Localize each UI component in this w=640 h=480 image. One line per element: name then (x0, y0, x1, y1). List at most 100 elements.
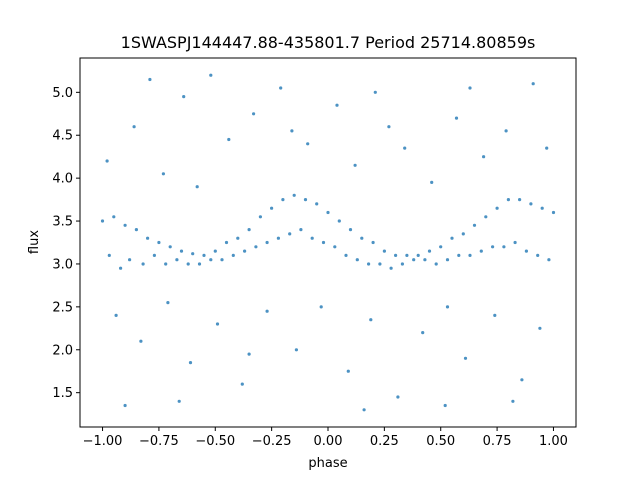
data-point (119, 266, 123, 270)
data-point (506, 198, 510, 202)
data-point (394, 253, 398, 257)
data-point (337, 219, 341, 223)
data-point (461, 232, 465, 236)
data-point (310, 236, 314, 240)
data-point (279, 86, 283, 90)
data-point (141, 262, 145, 266)
data-point (495, 206, 499, 210)
data-point (463, 356, 468, 360)
data-point (382, 249, 386, 253)
data-point (179, 249, 184, 253)
data-point (551, 210, 556, 215)
data-point (265, 309, 269, 313)
y-tick-label: 3.5 (52, 215, 73, 230)
data-point (346, 369, 350, 373)
data-point (157, 240, 161, 245)
data-point (288, 232, 292, 236)
data-point (538, 326, 542, 330)
data-point (445, 258, 450, 262)
data-point (139, 339, 143, 343)
data-point (504, 129, 508, 133)
data-point (545, 146, 549, 150)
data-point (231, 253, 235, 257)
data-point (265, 240, 269, 245)
data-point (209, 73, 213, 77)
data-point (439, 245, 443, 249)
data-point (134, 228, 138, 232)
data-point (540, 206, 544, 210)
data-point (348, 228, 353, 232)
data-point (258, 215, 262, 219)
data-point (326, 210, 330, 215)
data-point (529, 202, 533, 206)
y-axis-label: flux (27, 230, 42, 254)
data-point (112, 215, 116, 219)
data-point (227, 137, 231, 142)
data-point (547, 258, 551, 262)
data-point (276, 236, 280, 240)
data-point (100, 219, 105, 223)
data-point (240, 382, 244, 386)
data-point (215, 322, 220, 326)
data-point (303, 198, 308, 202)
data-point (403, 146, 407, 150)
x-tick-label: −0.75 (139, 434, 179, 449)
data-point (482, 155, 486, 159)
data-point (209, 258, 213, 262)
data-point (518, 198, 522, 202)
data-point (520, 378, 524, 382)
x-tick-label: 0.00 (314, 434, 343, 449)
data-point (128, 258, 132, 262)
data-point (299, 228, 303, 232)
data-point (405, 253, 409, 257)
data-point (493, 313, 497, 317)
data-point (468, 86, 472, 90)
x-tick-label: 0.25 (370, 434, 399, 449)
data-point (114, 313, 118, 317)
data-point (450, 236, 454, 240)
data-point (321, 240, 326, 245)
data-point (434, 262, 438, 266)
data-point (387, 125, 391, 129)
data-point (412, 258, 416, 262)
data-point (468, 253, 472, 257)
x-tick-label: −0.25 (252, 434, 292, 449)
data-point (373, 90, 377, 94)
data-point (270, 206, 274, 210)
data-point (123, 223, 127, 227)
data-point (306, 142, 310, 146)
x-tick-label: 0.50 (426, 434, 455, 449)
plot-area (79, 57, 577, 428)
x-tick-label: −0.50 (195, 434, 235, 449)
data-point (491, 245, 495, 249)
data-point (319, 305, 323, 309)
data-point (294, 348, 298, 352)
data-point (445, 305, 450, 309)
data-point (175, 258, 179, 262)
data-point (188, 361, 193, 365)
y-tick-label: 4.5 (52, 129, 73, 144)
data-point (360, 236, 364, 240)
data-point (123, 403, 127, 408)
data-point (511, 399, 515, 403)
y-tick-label: 3.0 (52, 257, 73, 272)
data-point (195, 185, 199, 189)
data-point (290, 129, 294, 133)
data-point (247, 228, 251, 232)
data-point (430, 180, 434, 184)
data-point (177, 399, 181, 403)
data-point (132, 125, 136, 129)
data-point (423, 258, 427, 262)
data-point (536, 253, 540, 257)
data-point (315, 202, 319, 206)
x-tick-label: −1.00 (83, 434, 123, 449)
data-point (164, 262, 168, 266)
data-point (224, 240, 229, 245)
y-tick-label: 4.0 (52, 172, 73, 187)
data-point (243, 249, 247, 253)
data-point (513, 240, 517, 245)
scatter-points (100, 73, 556, 412)
x-axis-ticks: −1.00 −0.75 −0.50 −0.25 0.00 0.25 0.50 0.75 1.00 (83, 427, 568, 449)
